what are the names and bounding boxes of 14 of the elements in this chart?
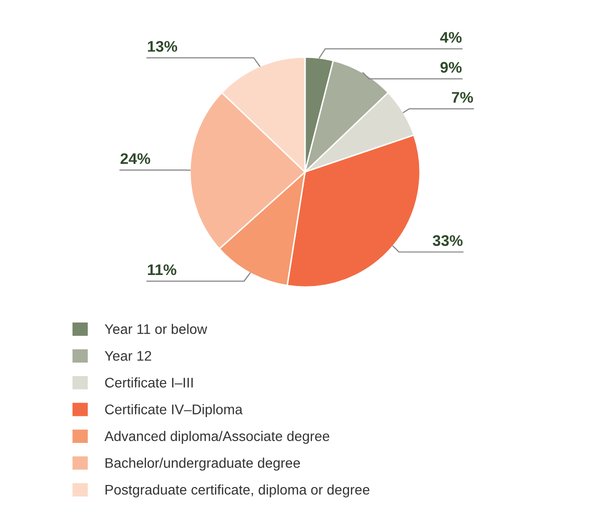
data-label: 33% [432,235,463,246]
legend-label: Year 11 or below [104,324,208,334]
data-label: 4% [440,32,462,43]
data-label: 9% [440,62,462,73]
legend-label: Advanced diploma/Associate degree [104,430,330,444]
legend-label: Bachelor/undergraduate degree [106,458,300,471]
data-label: 24% [120,153,150,164]
data-label: 11% [148,264,176,276]
legend-label: Postgraduate certificate, diploma or degree [106,484,370,498]
data-label: 13% [148,40,178,52]
legend-label: Certificate IV–Diploma [105,404,243,418]
legend-label: Certificate I–III [105,377,193,388]
data-label: 7% [452,92,473,103]
legend-label: Year 12 [104,350,152,361]
